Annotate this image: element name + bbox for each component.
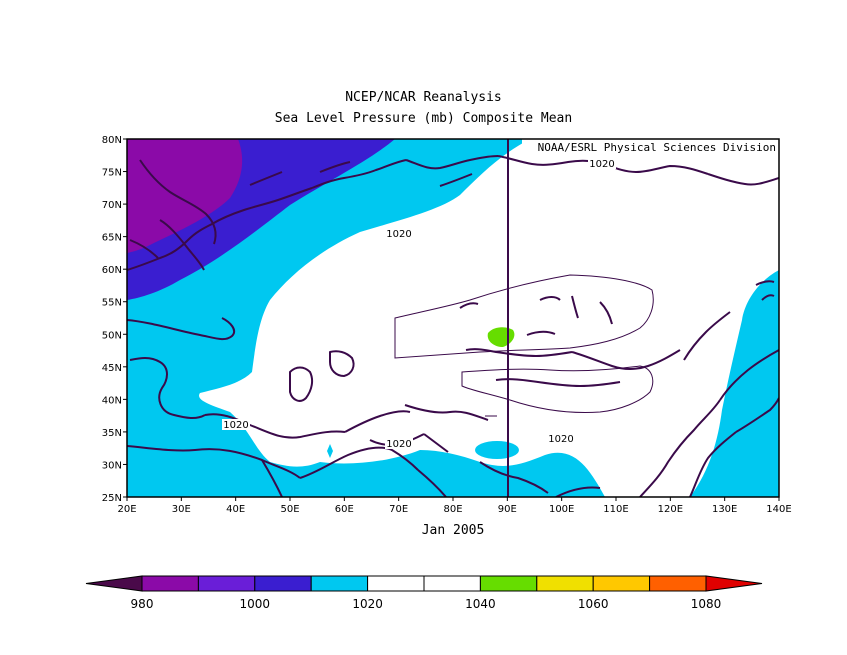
credit-text: NOAA/ESRL Physical Sciences Division [538, 141, 776, 154]
pressure-field: NOAA/ESRL Physical Sciences Division 102… [127, 139, 779, 497]
y-tick-label: 75N [102, 168, 122, 179]
colorbar-segment [141, 575, 199, 592]
x-tick-label: 60E [335, 504, 354, 515]
colorbar-label: 1080 [691, 597, 722, 611]
x-tick-label: 100E [549, 504, 574, 515]
x-tick-label: 70E [389, 504, 408, 515]
x-tick-label: 130E [712, 504, 737, 515]
colorbar-segment [367, 575, 425, 592]
x-tick-label: 40E [226, 504, 245, 515]
fill-1020-lake-east [760, 270, 779, 420]
chart-title: NCEP/NCAR Reanalysis [345, 90, 502, 105]
colorbar-label: 1040 [465, 597, 496, 611]
fill-1030-high [199, 139, 779, 497]
colorbar-segment [649, 575, 707, 592]
fill-1000-band [127, 139, 243, 253]
x-tick-label: 30E [172, 504, 191, 515]
y-tick-label: 65N [102, 233, 122, 244]
fill-1020-caspian [327, 444, 333, 458]
colorbar-segment [592, 575, 651, 592]
y-tick-label: 35N [102, 428, 122, 439]
colorbar-label: 980 [131, 597, 154, 611]
x-tick-label: 120E [658, 504, 683, 515]
x-tick-label: 50E [280, 504, 299, 515]
contour-lines [394, 274, 654, 417]
contour-label-2: 1020 [386, 229, 411, 240]
colorbar-low-arrow [85, 575, 143, 592]
colorbar [85, 575, 763, 592]
y-tick-label: 30N [102, 460, 122, 471]
fill-1020-tibet [475, 441, 519, 459]
contour-label-3: 1020 [223, 420, 248, 431]
colorbar-segment [254, 575, 312, 592]
colorbar-high-arrow [705, 575, 763, 592]
colorbar-label: 1020 [352, 597, 383, 611]
x-tick-label: 110E [603, 504, 628, 515]
credit-box [522, 139, 779, 156]
x-tick-label: 80E [443, 504, 462, 515]
contour-value-labels: 1020 1020 1020 1020 1020 [222, 158, 616, 450]
colorbar-label: 1000 [240, 597, 271, 611]
colorbar-segment [536, 575, 594, 592]
latitude-axis: 25N 30N 35N 40N 45N 50N 55N 60N 65N 70N 75N 80N [102, 135, 127, 504]
chart-subtitle: Sea Level Pressure (mb) Composite Mean [274, 111, 573, 126]
y-tick-label: 40N [102, 395, 122, 406]
colorbar-segment [423, 575, 481, 592]
colorbar-segment [310, 575, 369, 592]
period-label: Jan 2005 [422, 523, 485, 538]
contour-label-5: 1020 [548, 434, 573, 445]
y-tick-label: 60N [102, 265, 122, 276]
longitude-axis: 20E 30E 40E 50E 60E 70E 80E 90E 100E 110E 120E 130E… [117, 497, 792, 515]
y-tick-label: 55N [102, 298, 122, 309]
coastlines [127, 155, 779, 497]
y-tick-label: 70N [102, 200, 122, 211]
colorbar-segment [479, 575, 538, 592]
y-tick-label: 45N [102, 363, 122, 374]
x-tick-label: 90E [498, 504, 517, 515]
y-tick-label: 80N [102, 135, 122, 146]
x-tick-label: 140E [766, 504, 791, 515]
contour-label-4: 1020 [386, 439, 411, 450]
colorbar-label: 1060 [578, 597, 609, 611]
y-tick-label: 25N [102, 493, 122, 504]
contour-label-1: 1020 [589, 159, 614, 170]
colorbar-segment [197, 575, 256, 592]
x-tick-label: 20E [117, 504, 136, 515]
colorbar-labels: 980 1000 1020 1040 1060 1080 [131, 597, 722, 611]
y-tick-label: 50N [102, 330, 122, 341]
